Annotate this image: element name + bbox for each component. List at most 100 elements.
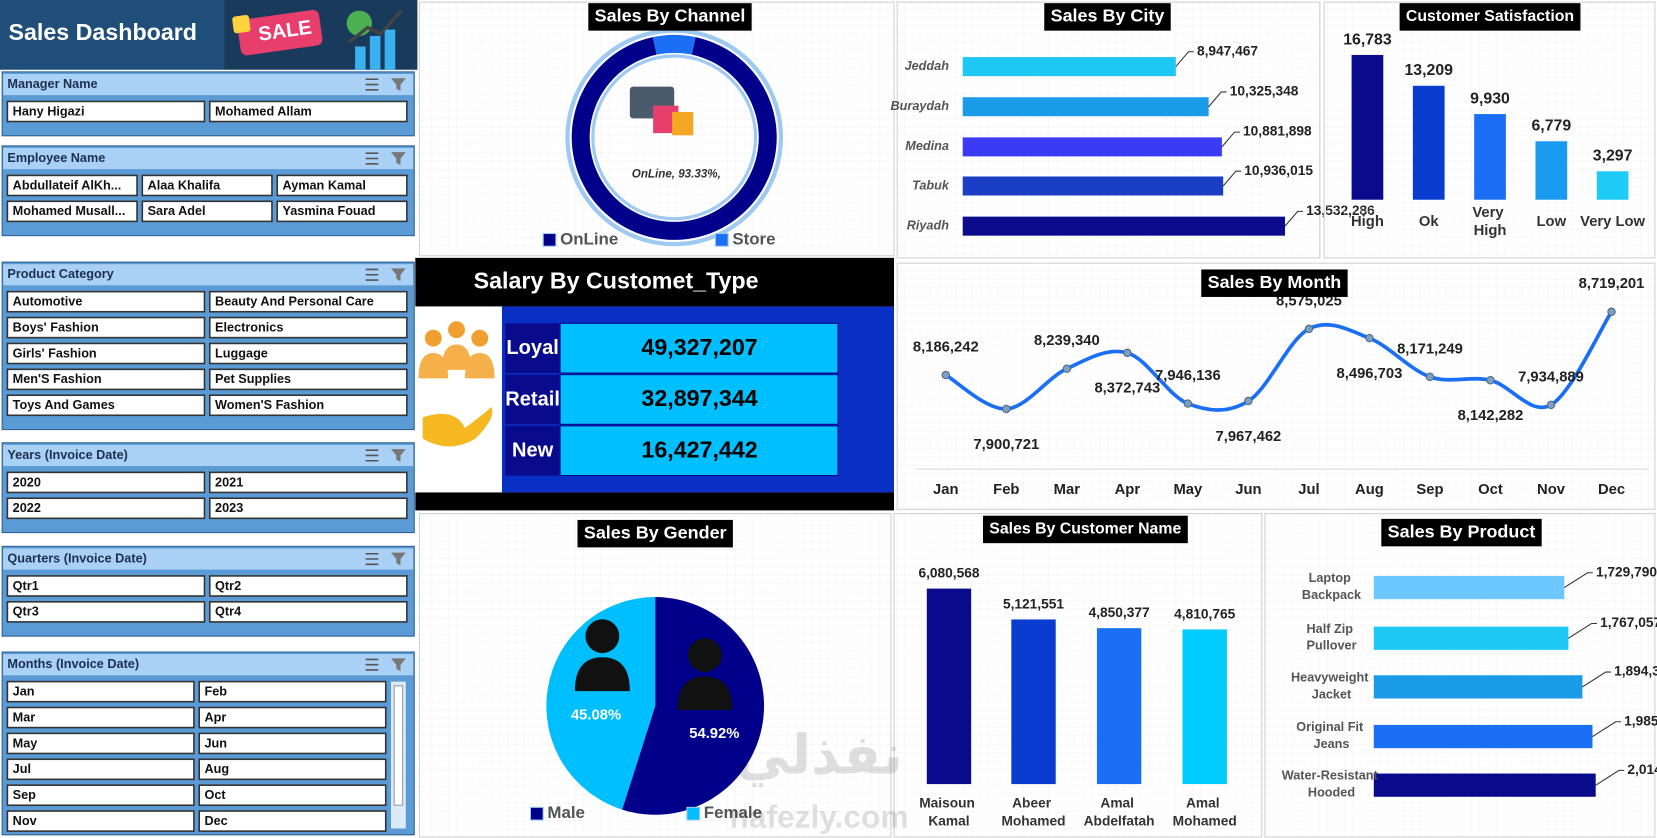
slicer-button[interactable]: Mohamed Musall... [6,200,138,223]
slicer-button[interactable]: Qtr1 [6,575,206,597]
multi-select-icon[interactable] [365,152,379,165]
scrollbar-thumb[interactable] [393,685,404,806]
slicer-item[interactable]: Aug [204,762,229,776]
slicer-button[interactable]: Pet Supplies [208,368,408,391]
slicer-button-box[interactable] [208,394,408,417]
slicer-button-box[interactable] [6,601,206,623]
slicer-button-box[interactable] [198,732,387,755]
slicer-item[interactable]: Jan [13,685,35,699]
slicer-item[interactable]: Qtr2 [215,579,241,593]
slicer-item[interactable]: Apr [204,710,226,724]
slicer-button[interactable]: Yasmina Fouad [276,200,408,223]
slicer-button[interactable]: 2020 [6,471,206,494]
slicer-item[interactable]: Alaa Khalifa [148,178,221,192]
slicer-item[interactable]: Dec [204,814,227,828]
slicer-button-box[interactable] [6,100,206,123]
slicer-button[interactable]: 2023 [208,497,408,520]
slicer-button-box[interactable] [6,497,206,520]
slicer-item[interactable]: Girls' Fashion [13,346,97,360]
slicer-button-box[interactable] [276,200,408,223]
clear-filter-icon[interactable] [391,449,406,462]
slicer-button-box[interactable] [208,601,408,623]
slicer-item[interactable]: Pet Supplies [215,372,291,386]
slicer-item[interactable]: Sep [13,788,36,802]
slicer-button-box[interactable] [208,316,408,339]
slicer-item[interactable]: Boys' Fashion [13,320,99,334]
slicer-item[interactable]: Oct [204,788,226,802]
clear-filter-icon[interactable] [391,152,406,165]
slicer-button-box[interactable] [6,316,206,339]
multi-select-icon[interactable] [365,78,379,91]
slicer-button[interactable]: Beauty And Personal Care [208,290,408,313]
slicer-button-box[interactable] [198,680,387,703]
clear-filter-icon[interactable] [391,268,406,282]
multi-select-icon[interactable] [365,552,379,566]
slicer-button-box[interactable] [6,758,195,781]
slicer-item[interactable]: 2020 [13,475,41,489]
slicer-button-box[interactable] [6,784,195,807]
slicer-button-box[interactable] [6,368,206,391]
multi-select-icon[interactable] [365,658,379,671]
slicer-item[interactable]: Qtr4 [215,605,241,619]
slicer-item[interactable]: Mohamed Musall... [13,204,126,218]
multi-select-icon[interactable] [365,449,379,462]
slicer-button[interactable]: Jul [6,758,195,781]
slicer-button[interactable]: Qtr3 [6,601,206,623]
slicer-button-box[interactable] [6,342,206,365]
slicer-button[interactable]: Ayman Kamal [276,174,408,197]
slicer-button-box[interactable] [208,497,408,520]
slicer-button-box[interactable] [6,706,195,729]
slicer-button-box[interactable] [208,100,408,123]
slicer-button[interactable]: Oct [198,784,387,807]
slicer-button-box[interactable] [141,174,273,197]
slicer-item[interactable]: Nov [13,814,37,828]
slicer-button[interactable]: Toys And Games [6,394,206,417]
slicer-button-box[interactable] [6,394,206,417]
slicer-item[interactable]: Feb [204,685,227,699]
slicer-button[interactable]: Electronics [208,316,408,339]
slicer-button[interactable]: Jan [6,680,195,703]
slicer-button[interactable]: May [6,732,195,755]
slicer-button[interactable]: Mohamed Allam [208,100,408,123]
slicer-button[interactable]: Jun [198,732,387,755]
slicer-button-box[interactable] [208,471,408,494]
slicer-button[interactable]: 2022 [6,497,206,520]
slicer-item[interactable]: 2022 [13,501,41,515]
slicer-button-box[interactable] [6,810,195,832]
slicer-item[interactable]: 2021 [215,475,243,489]
slicer-button-box[interactable] [6,732,195,755]
slicer-button[interactable]: Men'S Fashion [6,368,206,391]
slicer-button[interactable]: Feb [198,680,387,703]
slicer-button[interactable]: Alaa Khalifa [141,174,273,197]
slicer-button[interactable]: Sep [6,784,195,807]
slicer-item[interactable]: Qtr3 [13,605,39,619]
slicer-button-box[interactable] [208,368,408,391]
slicer-button[interactable]: Luggage [208,342,408,365]
slicer-item[interactable]: Toys And Games [13,398,115,412]
slicer-item[interactable]: Jun [204,736,227,750]
slicer-button[interactable]: Qtr4 [208,601,408,623]
slicer-item[interactable]: Sara Adel [148,204,206,218]
multi-select-icon[interactable] [365,268,379,281]
slicer-item[interactable]: Beauty And Personal Care [215,295,374,309]
slicer-button[interactable]: Qtr2 [208,575,408,597]
slicer-button-box[interactable] [208,342,408,365]
slicer-item[interactable]: Women'S Fashion [215,398,324,412]
slicer-button-box[interactable] [6,174,138,197]
slicer-button[interactable]: Boys' Fashion [6,316,206,339]
slicer-button-box[interactable] [6,575,206,597]
slicer-button[interactable]: Apr [198,706,387,729]
slicer-button[interactable]: Girls' Fashion [6,342,206,365]
slicer-button-box[interactable] [276,174,408,197]
slicer-item[interactable]: May [13,736,38,750]
clear-filter-icon[interactable] [391,552,406,566]
slicer-button-box[interactable] [6,680,195,703]
slicer-item[interactable]: Ayman Kamal [283,178,366,192]
slicer-button[interactable]: Nov [6,810,195,832]
slicer-button-box[interactable] [198,784,387,807]
slicer-button-box[interactable] [141,200,273,223]
slicer-button[interactable]: 2021 [208,471,408,494]
clear-filter-icon[interactable] [391,658,406,672]
slicer-item[interactable]: Jul [13,762,31,776]
slicer-item[interactable]: Electronics [215,320,283,334]
